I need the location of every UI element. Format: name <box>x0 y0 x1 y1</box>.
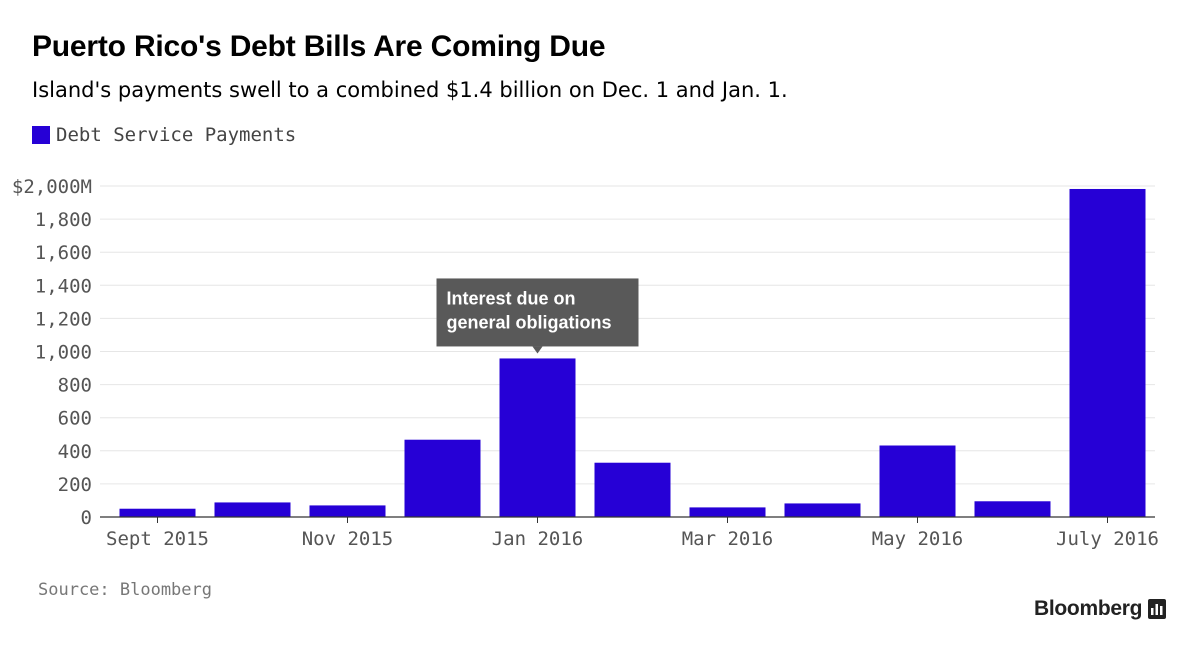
x-tick-label: May 2016 <box>872 528 964 550</box>
source-note: Source: Bloomberg <box>38 580 212 600</box>
y-tick-label: 1,800 <box>35 209 92 231</box>
annotation-pointer <box>532 346 543 354</box>
bar <box>689 507 766 517</box>
y-tick-label: 200 <box>58 474 92 496</box>
y-tick-label: 600 <box>58 408 92 430</box>
y-tick-label: 1,200 <box>35 308 92 330</box>
bar <box>594 462 671 517</box>
bar <box>214 502 291 517</box>
chart-subtitle: Island's payments swell to a combined $1… <box>32 78 788 102</box>
y-tick-label: 0 <box>81 507 92 529</box>
y-tick-label: $2,000M <box>12 176 92 198</box>
brand-name: Bloomberg <box>1034 597 1143 620</box>
bar <box>499 358 576 517</box>
x-tick-label: July 2016 <box>1056 528 1159 550</box>
annotation-text: Interest due on <box>447 288 576 308</box>
x-tick-label: Jan 2016 <box>492 528 584 550</box>
bar <box>309 505 386 517</box>
bar <box>404 439 481 517</box>
bar <box>119 508 196 517</box>
x-tick-label: Mar 2016 <box>682 528 774 550</box>
y-tick-label: 1,000 <box>35 342 92 364</box>
chart-title: Puerto Rico's Debt Bills Are Coming Due <box>32 30 606 63</box>
x-tick-label: Sept 2015 <box>106 528 209 550</box>
legend: Debt Service Payments <box>32 124 296 146</box>
y-tick-label: 400 <box>58 441 92 463</box>
y-tick-label: 1,600 <box>35 242 92 264</box>
bloomberg-terminal-icon <box>1148 599 1167 619</box>
x-tick-label: Nov 2015 <box>302 528 394 550</box>
legend-label: Debt Service Payments <box>56 124 297 146</box>
y-tick-label: 800 <box>58 375 92 397</box>
brand-logo: Bloomberg <box>1034 597 1167 621</box>
bar <box>974 501 1051 517</box>
bar <box>784 503 861 517</box>
bar <box>879 445 956 517</box>
bar <box>1069 188 1146 517</box>
annotation-box <box>436 278 639 347</box>
y-tick-label: 1,400 <box>35 275 92 297</box>
annotation-text: general obligations <box>447 312 612 332</box>
legend-swatch <box>32 126 50 144</box>
